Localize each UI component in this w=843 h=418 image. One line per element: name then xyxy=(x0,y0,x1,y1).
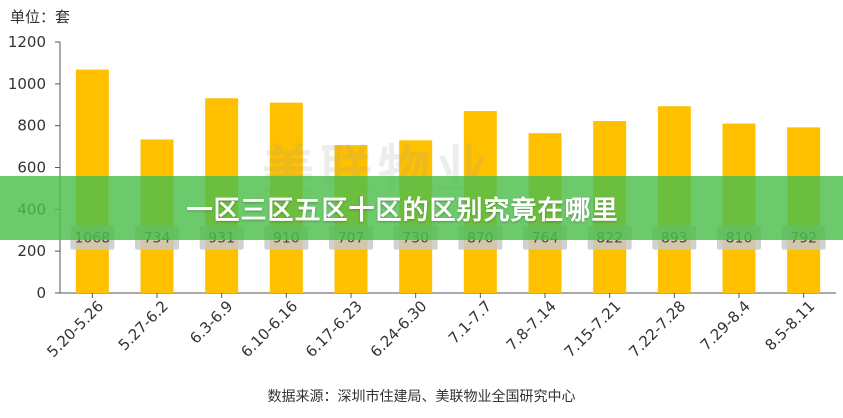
y-tick-label: 800 xyxy=(17,117,46,135)
x-tick-label: 6.24-6.30 xyxy=(367,297,431,361)
y-tick-label: 1200 xyxy=(8,33,46,51)
y-tick-label: 1000 xyxy=(8,75,46,93)
x-tick-label: 7.29-8.4 xyxy=(697,297,754,354)
x-tick-label: 8.5-8.11 xyxy=(761,297,818,354)
x-tick-label: 7.8-7.14 xyxy=(503,297,560,354)
x-tick-label: 5.27-6.2 xyxy=(115,297,172,354)
unit-label: 单位：套 xyxy=(10,8,71,26)
x-tick-label: 6.10-6.16 xyxy=(237,297,301,361)
x-tick-label: 6.17-6.23 xyxy=(302,297,366,361)
x-tick-label: 7.15-7.21 xyxy=(561,297,625,361)
x-tick-label: 5.20-5.26 xyxy=(43,297,107,361)
x-tick-label: 7.1-7.7 xyxy=(445,297,495,347)
banner: 一区三区五区十区的区别究竟在哪里 xyxy=(0,176,843,240)
banner-title: 一区三区五区十区的区别究竟在哪里 xyxy=(186,195,619,226)
x-tick-label: 6.3-6.9 xyxy=(186,297,236,347)
source-label: 数据来源：深圳市住建局、美联物业全国研究中心 xyxy=(267,389,576,405)
x-tick-label: 7.22-7.28 xyxy=(625,297,689,361)
y-tick-label: 0 xyxy=(36,284,46,302)
y-tick-label: 200 xyxy=(17,242,46,260)
y-tick-label: 600 xyxy=(17,159,46,177)
